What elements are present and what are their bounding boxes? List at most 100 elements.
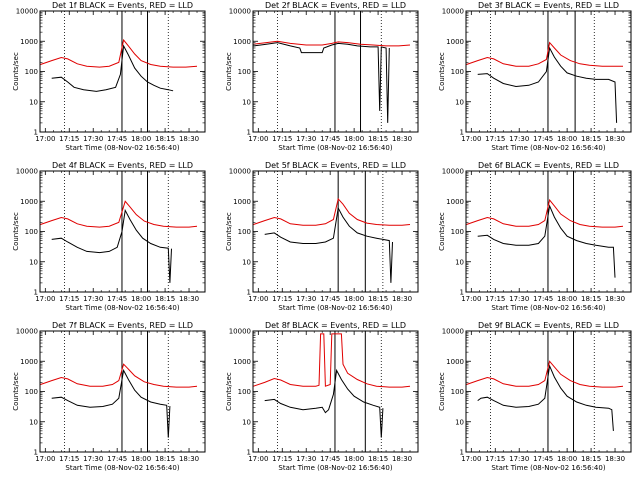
y-tick-label: 1 <box>247 449 251 457</box>
y-tick-label: 10000 <box>16 328 38 336</box>
y-tick-label: 10000 <box>16 8 38 16</box>
x-tick-label: 18:00 <box>557 455 577 463</box>
y-tick-label: 10 <box>29 258 38 266</box>
x-tick-label: 17:00 <box>461 135 481 143</box>
x-tick-label: 17:45 <box>320 135 340 143</box>
x-tick-label: 18:00 <box>344 455 364 463</box>
x-tick-label: 17:00 <box>461 295 481 303</box>
x-tick-label: 17:30 <box>83 455 103 463</box>
series-line-lld <box>466 41 623 67</box>
series-line-events <box>477 204 616 278</box>
plot-area <box>466 331 624 452</box>
panel-title: Det 5f BLACK = Events, RED = LLD <box>265 161 406 170</box>
x-tick-label: 18:30 <box>179 455 199 463</box>
plot-area <box>253 331 411 452</box>
x-tick-label: 18:00 <box>131 455 151 463</box>
x-axis-label: Start Time (08-Nov-02 16:56:40) <box>491 304 605 312</box>
x-axis-label: Start Time (08-Nov-02 16:56:40) <box>491 464 605 472</box>
y-tick-label: 1 <box>460 129 464 137</box>
y-tick-label: 1 <box>460 449 464 457</box>
x-axis-label: Start Time (08-Nov-02 16:56:40) <box>278 144 392 152</box>
plot-area <box>40 331 198 452</box>
x-tick-label: 17:15 <box>485 455 505 463</box>
x-tick-label: 17:15 <box>485 135 505 143</box>
x-tick-label: 17:30 <box>296 135 316 143</box>
chart-panel-4: Det 4f BLACK = Events, RED = LLD 1 10 100 10… <box>12 161 206 312</box>
x-tick-label: 18:30 <box>392 295 412 303</box>
series-line-events <box>51 368 171 438</box>
y-axis-label: Counts/sec <box>225 372 233 411</box>
y-tick-label: 100 <box>25 228 38 236</box>
x-tick-label: 17:45 <box>107 295 127 303</box>
x-tick-label: 18:15 <box>368 135 388 143</box>
x-axis-label: Start Time (08-Nov-02 16:56:40) <box>491 144 605 152</box>
x-tick-label: 17:00 <box>248 135 268 143</box>
y-tick-label: 10000 <box>229 8 251 16</box>
y-tick-label: 100 <box>238 68 251 76</box>
y-tick-label: 10000 <box>16 168 38 176</box>
x-tick-label: 18:15 <box>368 455 388 463</box>
chart-panel-7: Det 7f BLACK = Events, RED = LLD 1 10 100 10… <box>12 321 206 472</box>
x-tick-label: 18:15 <box>155 295 175 303</box>
x-tick-label: 17:15 <box>59 455 79 463</box>
x-tick-label: 18:15 <box>155 135 175 143</box>
y-tick-label: 10 <box>29 418 38 426</box>
x-tick-label: 17:00 <box>35 135 55 143</box>
y-tick-label: 1000 <box>20 198 38 206</box>
x-tick-label: 18:00 <box>557 295 577 303</box>
chart-panel-3: Det 3f BLACK = Events, RED = LLD 1 10 100 10… <box>438 1 632 152</box>
y-tick-label: 10000 <box>229 328 251 336</box>
panel-title: Det 7f BLACK = Events, RED = LLD <box>52 321 193 330</box>
panel-title: Det 3f BLACK = Events, RED = LLD <box>478 1 619 10</box>
y-tick-label: 100 <box>451 388 464 396</box>
y-tick-label: 1000 <box>446 358 464 366</box>
series-line-events <box>477 364 614 431</box>
y-tick-label: 1000 <box>233 358 251 366</box>
x-tick-label: 17:30 <box>83 135 103 143</box>
x-tick-label: 17:45 <box>533 455 553 463</box>
x-tick-label: 17:45 <box>107 135 127 143</box>
x-tick-label: 17:15 <box>485 295 505 303</box>
x-tick-label: 17:30 <box>509 295 529 303</box>
chart-panel-9: Det 9f BLACK = Events, RED = LLD 1 10 100 10… <box>438 321 632 472</box>
x-tick-label: 18:00 <box>344 135 364 143</box>
series-line-events <box>264 368 384 438</box>
y-tick-label: 100 <box>238 388 251 396</box>
x-tick-label: 17:15 <box>59 135 79 143</box>
x-axis-label: Start Time (08-Nov-02 16:56:40) <box>65 304 179 312</box>
y-tick-label: 1000 <box>20 358 38 366</box>
chart-panel-2: Det 2f BLACK = Events, RED = LLD 1 10 100 10… <box>225 1 419 152</box>
series-line-lld <box>253 40 411 47</box>
series-line-events <box>51 208 172 283</box>
x-tick-label: 18:30 <box>392 135 412 143</box>
x-tick-label: 17:30 <box>509 135 529 143</box>
y-tick-label: 100 <box>238 228 251 236</box>
x-tick-label: 17:45 <box>320 295 340 303</box>
y-tick-label: 100 <box>25 68 38 76</box>
y-tick-label: 10 <box>455 98 464 106</box>
x-tick-label: 18:15 <box>368 295 388 303</box>
y-tick-label: 100 <box>25 388 38 396</box>
plot-area <box>466 11 623 132</box>
series-line-lld <box>40 38 198 68</box>
series-line-events <box>477 46 618 123</box>
x-tick-label: 17:15 <box>59 295 79 303</box>
y-tick-label: 1 <box>247 289 251 297</box>
x-tick-label: 18:15 <box>581 135 601 143</box>
y-tick-label: 1000 <box>20 38 38 46</box>
y-tick-label: 10 <box>242 418 251 426</box>
x-axis-label: Start Time (08-Nov-02 16:56:40) <box>278 464 392 472</box>
y-tick-label: 10000 <box>442 168 464 176</box>
series-line-lld <box>466 198 624 228</box>
plot-area <box>253 11 411 132</box>
y-tick-label: 1000 <box>233 38 251 46</box>
x-tick-label: 17:00 <box>461 455 481 463</box>
x-tick-label: 17:30 <box>83 295 103 303</box>
chart-panel-6: Det 6f BLACK = Events, RED = LLD 1 10 100 10… <box>438 161 632 312</box>
x-tick-label: 18:00 <box>344 295 364 303</box>
y-tick-label: 1 <box>34 289 38 297</box>
series-line-lld <box>253 333 411 388</box>
y-tick-label: 10 <box>29 98 38 106</box>
y-axis-label: Counts/sec <box>12 212 20 251</box>
